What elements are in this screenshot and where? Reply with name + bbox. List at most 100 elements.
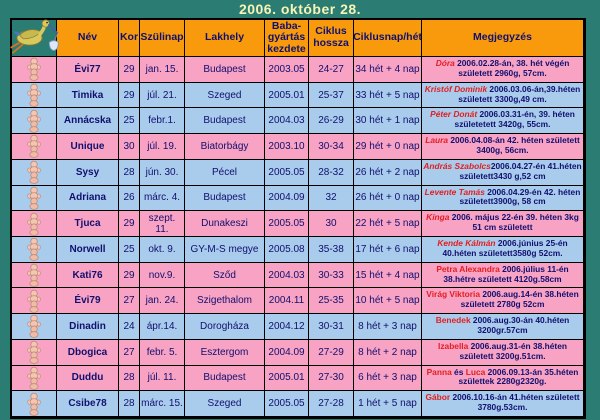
birth-note-text: 2006.09.13-án 35.héten születtek 2280g23… <box>458 366 579 387</box>
baby-name-text: Dóra <box>435 58 455 68</box>
column-header-lakhely: Lakhely <box>185 20 265 57</box>
cell-ciklus-hossza: 26-29 <box>309 108 354 135</box>
cell-szulinap: jan. 24. <box>140 288 185 315</box>
baby-tower-icon <box>27 366 41 390</box>
baby-cell <box>12 288 57 315</box>
column-header-ciklus: Ciklus hossza <box>309 20 354 57</box>
birth-note-text: 2006.02.28-án, 38. hét végén született 2… <box>454 58 570 78</box>
baby-name-text: Laura <box>425 135 449 146</box>
baby-tower-icon <box>27 109 41 133</box>
cell-nev: Évi79 <box>57 288 119 315</box>
baby-name-text: András Szabolcs <box>423 160 491 171</box>
baby-cell <box>12 108 57 135</box>
baby-cell <box>12 314 57 340</box>
cell-ciklus-hossza: 30-34 <box>309 134 354 160</box>
cell-baba-kezdete: 2004.11 <box>265 288 309 315</box>
cell-nev: Norwell <box>57 236 119 263</box>
baby-tower-icon <box>27 392 41 416</box>
cell-ciklus-hossza: 27-28 <box>309 391 354 417</box>
column-header-megjegyzes: Megjegyzés <box>422 20 584 57</box>
column-header-nev: Név <box>57 20 119 57</box>
cell-ciklus-hossza: 30-33 <box>309 262 354 289</box>
baby-cell <box>12 134 57 160</box>
cell-megjegyzes: Izabella 2006.aug.31-én 38.héten születe… <box>422 339 584 366</box>
baby-name-text: Kende Kálmán <box>437 237 496 248</box>
baby-tower-icon <box>27 160 41 184</box>
baby-cell <box>12 391 57 417</box>
baby-name-text: Benedek <box>435 315 471 326</box>
baby-tower-icon <box>27 263 41 287</box>
cell-lakhely: Budapest <box>185 57 265 83</box>
baby-name-text: Péter Donát <box>430 109 478 120</box>
birth-note-text: 2006.aug.31-én 38.héten született 3200g.… <box>459 340 567 361</box>
cell-megjegyzes: András Szabolcs2006.04.27-én 41.héten sz… <box>422 159 584 186</box>
birth-note-text: 2006.04.08-án 42. héten született 3400g,… <box>448 135 580 156</box>
cell-ciklusnap-het: 6 hét + 3 nap <box>354 365 422 392</box>
cell-szulinap: júl. 11. <box>140 365 185 392</box>
cell-megjegyzes: Laura 2006.04.08-án 42. héten született … <box>422 134 584 160</box>
cell-megjegyzes: Kende Kálmán 2006.június 25-én 40.héten … <box>422 236 584 263</box>
cell-szulinap: ápr.14. <box>140 314 185 340</box>
baby-cell <box>12 211 57 237</box>
column-header-ciklusnap: Ciklusnap/hét <box>354 20 422 57</box>
cell-szulinap: febr.1. <box>140 108 185 135</box>
baby-cell <box>12 236 57 263</box>
cell-baba-kezdete: 2005.05 <box>265 159 309 186</box>
cell-kor: 30 <box>119 134 140 160</box>
cell-kor: 27 <box>119 339 140 366</box>
cell-baba-kezdete: 2004.12 <box>265 314 309 340</box>
cell-lakhely: Pécel <box>185 159 265 186</box>
birth-note-text: 2006.03.31-én, 39. héten születetett 342… <box>454 109 575 130</box>
cell-ciklus-hossza: 28-32 <box>309 159 354 186</box>
cell-nev: Dinadin <box>57 314 119 340</box>
baby-tower-icon <box>27 340 41 364</box>
baby-name-text: Gábor <box>425 392 451 403</box>
cell-ciklus-hossza: 32 <box>309 185 354 212</box>
cell-ciklusnap-het: 26 hét + 0 nap <box>354 185 422 212</box>
cell-megjegyzes: Petra Alexandra 2006.július 11-én 38.hét… <box>422 262 584 289</box>
birth-note-text: 2006.június 25-én 40.héten született3580… <box>442 237 568 258</box>
cell-lakhely: Szeged <box>185 391 265 417</box>
baby-name-text: Kinga <box>426 212 450 223</box>
cell-szulinap: júl. 19. <box>140 134 185 160</box>
birth-note-text: és <box>451 366 466 377</box>
baby-tower-icon <box>27 83 41 107</box>
cell-baba-kezdete: 2004.03 <box>265 108 309 135</box>
cell-lakhely: Dorogháza <box>185 314 265 340</box>
cell-szulinap: márc. 4. <box>140 185 185 212</box>
cell-szulinap: jan. 15. <box>140 57 185 83</box>
stork-header-cell <box>10 19 59 57</box>
birth-note-text: 2006.július 11-én 38.hétre született 412… <box>443 263 569 284</box>
cell-baba-kezdete: 2005.01 <box>265 365 309 392</box>
baby-tower-icon <box>27 186 41 210</box>
birth-note-text: 2006. május 22-én 39. héten 3kg 51 cm sz… <box>449 212 579 233</box>
cell-baba-kezdete: 2005.01 <box>265 82 309 109</box>
baby-cell <box>12 262 57 289</box>
data-table: Név Kor Szülinap Lakhely Baba-gyártás ke… <box>10 18 586 419</box>
baby-tower-icon <box>27 289 41 313</box>
cell-lakhely: Szigethalom <box>185 288 265 315</box>
cell-kor: 25 <box>119 108 140 135</box>
page-title: 2006. október 28. <box>238 1 362 17</box>
baby-cell <box>12 159 57 186</box>
baby-name-text: Kristóf Dominik <box>424 83 488 94</box>
cell-megjegyzes: Panna és Luca 2006.09.13-án 35.héten szü… <box>422 365 584 392</box>
cell-kor: 25 <box>119 236 140 263</box>
cell-szulinap: jún. 30. <box>140 159 185 186</box>
cell-baba-kezdete: 2003.05 <box>265 57 309 83</box>
cell-nev: Dbogica <box>57 339 119 366</box>
cell-nev: Sysy <box>57 159 119 186</box>
cell-ciklusnap-het: 26 hét + 2 nap <box>354 159 422 186</box>
cell-nev: Annácska <box>57 108 119 135</box>
cell-baba-kezdete: 2004.03 <box>265 262 309 289</box>
cell-lakhely: GY-M-S megye <box>185 236 265 263</box>
baby-name-text: Petra Alexandra <box>436 263 500 274</box>
birth-note-text: 2006.04.27-én 41.héten született3430 g,5… <box>459 160 582 181</box>
cell-nev: Évi77 <box>57 57 119 83</box>
cell-szulinap: szept. 11. <box>140 211 185 237</box>
cell-megjegyzes: Kinga 2006. május 22-én 39. héten 3kg 51… <box>422 211 584 237</box>
cell-ciklus-hossza: 25-35 <box>309 288 354 315</box>
cell-lakhely: Budapest <box>185 108 265 135</box>
baby-tower-icon <box>27 315 41 339</box>
